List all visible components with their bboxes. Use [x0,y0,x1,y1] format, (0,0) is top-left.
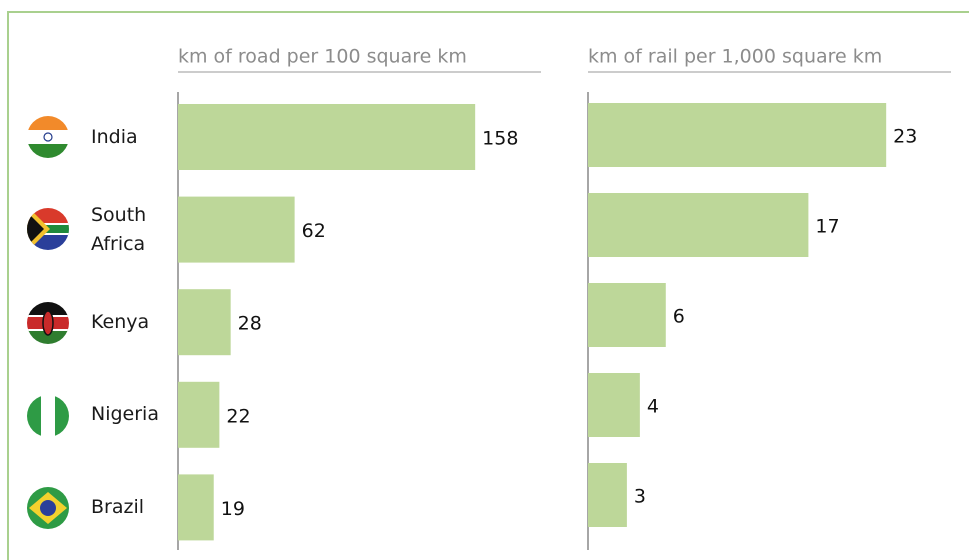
category-label-box: Nigeria [91,403,159,426]
category-label-box: Brazil [91,495,145,518]
bar [588,463,627,527]
value-label: 6 [673,306,685,328]
category-label: Kenya [91,310,150,333]
value-label: 28 [238,313,262,335]
panel-title: km of rail per 1,000 square km [588,46,882,68]
category-label: Brazil [91,495,145,518]
bar [178,196,295,263]
value-label: 23 [893,126,917,148]
category-label: Nigeria [91,403,159,426]
flag-india [27,116,69,158]
value-label: 158 [482,128,518,150]
flag-south-africa [27,208,69,250]
category-label: India [91,125,138,148]
value-label: 19 [221,498,245,520]
category-label-box: South Africa [91,203,147,255]
flags [27,116,69,529]
frame [7,11,969,560]
bar [588,193,809,257]
bar [588,283,666,347]
flag-brazil [27,487,69,529]
category-label-box: India [91,125,138,148]
bar [178,289,231,356]
value-label: 17 [815,216,839,238]
bar [588,103,887,167]
bar [178,104,476,170]
value-label: 62 [302,220,326,242]
value-label: 3 [634,486,646,508]
value-label: 4 [647,396,659,418]
category-label-box: Kenya [91,310,150,333]
value-label: 22 [226,405,250,427]
bar [588,373,640,437]
flag-kenya [27,302,69,344]
flag-nigeria [27,395,69,437]
panel-title: km of road per 100 square km [178,46,467,68]
category-label: South Africa [91,203,147,255]
bar [178,474,214,541]
bar [178,381,220,448]
